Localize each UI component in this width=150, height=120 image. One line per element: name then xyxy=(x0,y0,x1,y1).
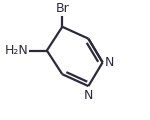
Text: Br: Br xyxy=(56,3,70,15)
Text: N: N xyxy=(84,89,93,102)
Text: N: N xyxy=(104,57,114,69)
Text: H₂N: H₂N xyxy=(5,44,28,57)
